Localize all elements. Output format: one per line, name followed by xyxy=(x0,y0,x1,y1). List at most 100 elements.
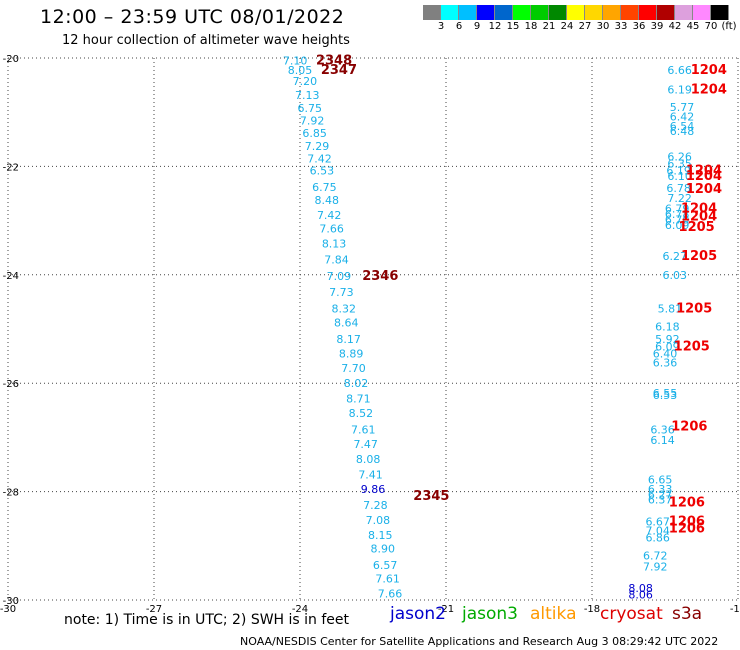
data-point-label: 1204 xyxy=(686,164,722,179)
data-point-label: 6.85 xyxy=(302,127,327,140)
color-scale: 3 6 9 12 15 18 21 24 27 30 33 36 39 42 45 70 (ft) xyxy=(423,5,737,34)
color-scale-label: 15 xyxy=(506,21,520,32)
color-scale-labels: 3 6 9 12 15 18 21 24 27 30 33 36 39 42 45 70 (ft) xyxy=(423,20,737,34)
color-scale-label: 6 xyxy=(455,21,463,32)
data-point-label: 7.84 xyxy=(324,254,349,267)
data-point-label: 8.06 xyxy=(628,589,653,602)
data-point-label: 6.78 xyxy=(666,182,691,195)
data-point-label: 2348 xyxy=(316,54,352,69)
data-point-label: 6.75 xyxy=(312,181,337,194)
data-point-label: 7.73 xyxy=(329,286,354,299)
data-point-label: 6.57 xyxy=(373,559,398,572)
x-tick-label: -21 xyxy=(438,604,454,615)
color-scale-label: (ft) xyxy=(721,21,737,32)
data-point-label: 6.27 xyxy=(648,488,673,501)
data-point-label: 6.36 xyxy=(650,423,675,436)
data-point-label: 7.20 xyxy=(293,75,318,88)
x-tick-label: -30 xyxy=(0,604,16,615)
data-point-label: 6.18 xyxy=(655,320,680,333)
color-scale-label: 27 xyxy=(578,21,592,32)
x-tick-label: -18 xyxy=(584,604,600,615)
page-title: 12:00 – 23:59 UTC 08/01/2022 xyxy=(40,6,345,28)
data-point-label: 7.70 xyxy=(341,362,366,375)
data-point-label: 6.27 xyxy=(662,250,687,263)
data-point-label: 6.65 xyxy=(648,474,673,487)
data-point-label: 6.40 xyxy=(653,347,678,360)
data-point-label: 8.48 xyxy=(315,194,340,207)
data-point-label: 1206 xyxy=(669,521,705,536)
color-scale-label: 39 xyxy=(650,21,664,32)
color-scale-swatch xyxy=(657,5,675,20)
legend-jason3: jason3 xyxy=(462,604,518,624)
color-scale-swatch xyxy=(495,5,513,20)
color-scale-swatch xyxy=(513,5,531,20)
data-point-label: 7.92 xyxy=(300,114,325,127)
data-point-label: 6.14 xyxy=(650,434,675,447)
data-point-label: 6.55 xyxy=(653,387,678,400)
data-point-label: 6.70 xyxy=(665,214,690,227)
data-point-label: 8.90 xyxy=(370,543,395,556)
legend-jason2: jason2 xyxy=(390,604,446,624)
data-point-label: 1204 xyxy=(691,63,727,78)
data-point-label: 1204 xyxy=(681,202,717,217)
data-point-label: 2345 xyxy=(413,489,449,504)
color-scale-label: 36 xyxy=(632,21,646,32)
data-point-label: 6.66 xyxy=(667,64,692,77)
data-point-label: 8.02 xyxy=(344,377,369,390)
data-point-label: 6.54 xyxy=(670,120,695,133)
data-point-label: 8.71 xyxy=(346,392,371,405)
data-point-label: 8.15 xyxy=(368,529,393,542)
color-scale-swatch xyxy=(549,5,567,20)
y-tick-label: -26 xyxy=(3,379,19,390)
data-point-label: 7.04 xyxy=(645,525,670,538)
color-scale-swatch xyxy=(423,5,441,20)
data-point-label: 1206 xyxy=(669,514,705,529)
data-point-label: 8.05 xyxy=(288,64,313,77)
data-point-label: 7.66 xyxy=(378,587,403,600)
data-point-label: 6.75 xyxy=(297,102,322,115)
data-point-label: 6.36 xyxy=(653,357,678,370)
data-point-label: 7.61 xyxy=(375,572,400,585)
data-point-label: 8.17 xyxy=(336,333,361,346)
footer-note: note: 1) Time is in UTC; 2) SWH is in fe… xyxy=(64,612,350,628)
data-point-label: 2347 xyxy=(321,63,357,78)
data-point-label: 1204 xyxy=(681,209,717,224)
data-point-label: 7.92 xyxy=(643,560,668,573)
y-tick-label: -24 xyxy=(3,271,19,282)
data-point-label: 7.47 xyxy=(353,438,378,451)
data-point-label: 5.77 xyxy=(670,101,695,114)
legend-s3a: s3a xyxy=(672,604,703,624)
data-point-label: 7.28 xyxy=(363,499,388,512)
color-scale-label: 18 xyxy=(524,21,538,32)
legend-altika: altika xyxy=(530,604,577,624)
data-point-label: 6.33 xyxy=(648,483,673,496)
data-point-label: 6.72 xyxy=(643,550,668,563)
data-point-label: 8.89 xyxy=(339,347,364,360)
color-scale-swatch xyxy=(711,5,729,20)
color-scale-swatch xyxy=(441,5,459,20)
data-point-label: 7.29 xyxy=(305,140,330,153)
data-point-label: 8.52 xyxy=(349,407,374,420)
data-point-label: 1206 xyxy=(669,495,705,510)
color-scale-bar xyxy=(423,5,729,20)
color-scale-label: 12 xyxy=(488,21,502,32)
data-point-label: 1206 xyxy=(671,420,707,435)
color-scale-swatch xyxy=(693,5,711,20)
data-point-label: 2346 xyxy=(362,269,398,284)
color-scale-swatch xyxy=(531,5,549,20)
color-scale-label: 70 xyxy=(704,21,718,32)
data-point-label: 7.10 xyxy=(283,55,308,68)
data-point-label: 6.53 xyxy=(310,165,335,178)
data-point-label: 1205 xyxy=(676,301,712,316)
color-scale-swatch xyxy=(603,5,621,20)
data-point-label: 7.22 xyxy=(667,192,692,205)
data-point-label: 8.32 xyxy=(332,302,357,315)
data-point-label: 7.08 xyxy=(366,514,391,527)
x-tick-label: -24 xyxy=(292,604,308,615)
color-scale-label: 3 xyxy=(437,21,445,32)
color-scale-swatch xyxy=(459,5,477,20)
color-scale-swatch xyxy=(477,5,495,20)
color-scale-swatch xyxy=(585,5,603,20)
color-scale-label: 30 xyxy=(596,21,610,32)
